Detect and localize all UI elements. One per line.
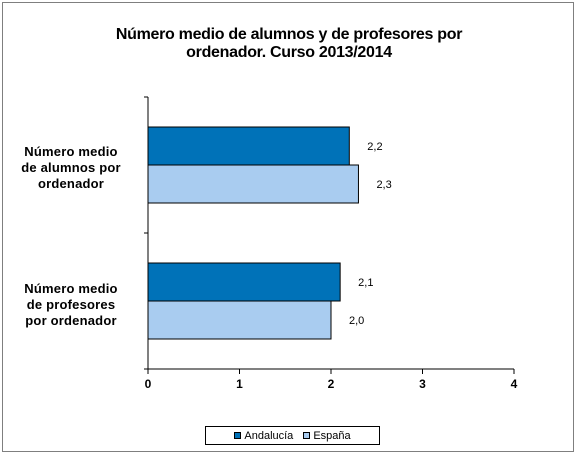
data-label: 2,1 xyxy=(358,277,373,289)
x-tick-label: 4 xyxy=(511,377,518,391)
category-label-line: de alumnos por xyxy=(21,160,121,175)
legend-swatch-espana xyxy=(303,432,311,439)
legend: Andalucía España xyxy=(205,426,380,445)
category-label-profesores: Número medio de profesores por ordenador xyxy=(10,281,132,329)
category-label-line: ordenador xyxy=(37,176,105,191)
chart-title-line-1: Número medio de alumnos y de profesores … xyxy=(115,26,463,43)
category-label-alumnos: Número medio de alumnos por ordenador xyxy=(10,144,132,192)
data-label: 2,2 xyxy=(367,141,382,153)
legend-item-andalucia: Andalucía xyxy=(234,430,293,442)
category-label-line: de profesores xyxy=(26,297,116,312)
data-label: 2,0 xyxy=(349,315,364,327)
chart-title-line-2: ordenador. Curso 2013/2014 xyxy=(186,44,392,61)
legend-swatch-andalucia xyxy=(234,432,242,439)
category-label-line: Número medio xyxy=(24,144,118,159)
legend-item-espana: España xyxy=(303,429,351,442)
bar-españa-0 xyxy=(147,164,359,204)
bar-andalucía-1 xyxy=(147,262,341,302)
legend-label-andalucia: Andalucía xyxy=(244,429,294,442)
bar-españa-1 xyxy=(147,300,332,340)
category-label-line: Número medio xyxy=(24,281,118,296)
chart-title: Número medio de alumnos y de profesores … xyxy=(0,26,578,62)
x-tick-label: 0 xyxy=(145,377,152,391)
category-label-line: por ordenador xyxy=(25,313,117,328)
chart-frame xyxy=(2,2,574,452)
data-label: 2,3 xyxy=(376,179,391,191)
legend-label-espana: España xyxy=(313,429,351,442)
bar-andalucía-0 xyxy=(147,126,350,166)
x-tick-label: 2 xyxy=(328,377,335,391)
x-tick-label: 3 xyxy=(419,377,426,391)
x-tick-label: 1 xyxy=(236,377,243,391)
